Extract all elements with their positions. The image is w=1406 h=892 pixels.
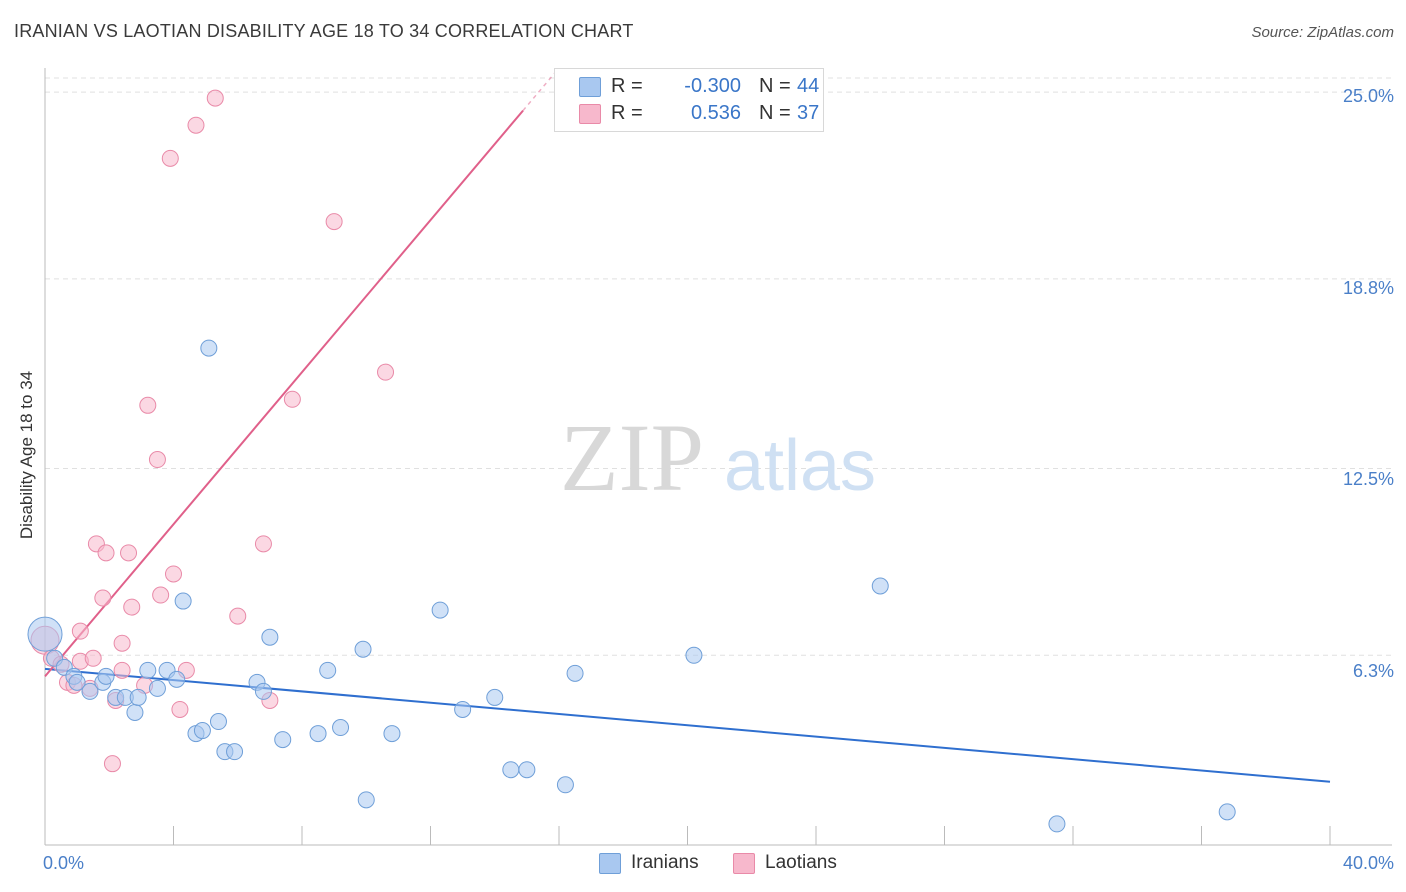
iranians-point: [332, 719, 350, 737]
laotians-swatch: [579, 104, 601, 124]
laotians-point: [113, 661, 131, 679]
laotians-point: [165, 565, 182, 583]
source-label: Source: ZipAtlas.com: [1251, 24, 1394, 41]
y-axis-label: Disability Age 18 to 34: [17, 370, 36, 540]
iranians-point: [148, 679, 166, 697]
laotians-point: [103, 755, 121, 773]
laotians-trend-line: [44, 109, 524, 677]
axes: [44, 68, 1392, 846]
r-label: R =: [611, 75, 643, 97]
iranians-legend-label: Iranians: [631, 852, 699, 873]
iranians-point: [200, 339, 218, 357]
iranians-point: [486, 688, 504, 706]
laotians-point: [84, 649, 102, 667]
iranians-point: [685, 646, 703, 664]
laotians-point: [206, 89, 224, 107]
iranians-swatch: [579, 77, 601, 97]
iranians-point: [27, 616, 63, 652]
iranians-point: [193, 722, 211, 740]
iranians-point: [357, 791, 375, 809]
iranians-point: [97, 667, 115, 685]
laotians-legend-label: Laotians: [765, 852, 837, 873]
iranians-point: [274, 731, 292, 749]
n-label: N =: [759, 102, 791, 124]
laotians-point: [325, 213, 343, 231]
iranians-point: [454, 700, 472, 718]
x-tick-label-max: 40.0%: [1342, 853, 1394, 873]
laotians-point: [152, 586, 170, 604]
iranians-point: [309, 725, 327, 743]
iranians-point: [431, 601, 449, 619]
iranians-point: [556, 776, 574, 794]
laotians-point: [187, 116, 205, 134]
chart-title: IRANIAN VS LAOTIAN DISABILITY AGE 18 TO …: [14, 21, 634, 41]
laotians-point: [148, 451, 166, 469]
y-tick-label: 25.0%: [1342, 86, 1394, 106]
iranians-point: [226, 743, 244, 761]
laotians-trend-line-extension: [522, 67, 560, 112]
laotians-point: [71, 622, 89, 640]
iranians-point: [871, 577, 889, 595]
r-label: R =: [611, 102, 643, 124]
laotians-point: [113, 634, 131, 652]
n-label: N =: [759, 75, 791, 97]
laotians-legend-swatch: [733, 853, 755, 874]
iranians-point: [209, 713, 227, 731]
iranians-legend-swatch: [599, 853, 621, 874]
n-value: 37: [797, 102, 820, 124]
correlation-legend: R = -0.300 N = 44 R = 0.536 N = 37: [554, 68, 824, 132]
iranians-point: [129, 688, 147, 706]
x-tick-label-min: 0.0%: [43, 853, 85, 873]
laotians-point: [283, 390, 301, 408]
iranians-points: [27, 339, 1236, 833]
laotians-point: [139, 396, 157, 414]
iranians-point: [139, 661, 157, 679]
laotians-point: [171, 700, 189, 718]
laotians-point: [229, 607, 247, 625]
iranians-point: [319, 661, 337, 679]
r-value: 0.536: [690, 102, 741, 124]
laotians-point: [161, 149, 179, 167]
iranians-point: [168, 670, 186, 688]
iranians-point: [81, 682, 99, 700]
laotians-point: [377, 363, 395, 381]
iranians-point: [126, 703, 144, 721]
iranians-trend-line: [44, 667, 1331, 783]
laotians-points: [30, 89, 395, 773]
iranians-point: [566, 664, 584, 682]
watermark-zip: ZIP: [560, 404, 704, 511]
r-value: -0.300: [684, 75, 741, 97]
grid-lines: [45, 77, 1392, 656]
iranians-point: [254, 682, 272, 700]
iranians-point: [502, 761, 520, 779]
n-value: 44: [797, 75, 820, 97]
y-tick-label: 6.3%: [1352, 661, 1394, 681]
iranians-point: [174, 592, 192, 610]
iranians-point: [261, 628, 279, 646]
watermark-atlas: atlas: [724, 426, 876, 506]
iranians-point: [1218, 803, 1236, 821]
iranians-point: [354, 640, 372, 658]
y-tick-label: 12.5%: [1342, 469, 1394, 489]
iranians-point: [1048, 815, 1066, 833]
iranians-point: [68, 673, 86, 691]
laotians-point: [120, 544, 138, 562]
y-tick-label: 18.8%: [1342, 278, 1394, 298]
laotians-point: [94, 589, 112, 607]
laotians-point: [254, 535, 272, 553]
laotians-point: [123, 598, 141, 616]
iranians-point: [518, 761, 536, 779]
laotians-point: [97, 544, 115, 562]
watermark: ZIP atlas: [560, 404, 876, 511]
iranians-point: [383, 725, 401, 743]
